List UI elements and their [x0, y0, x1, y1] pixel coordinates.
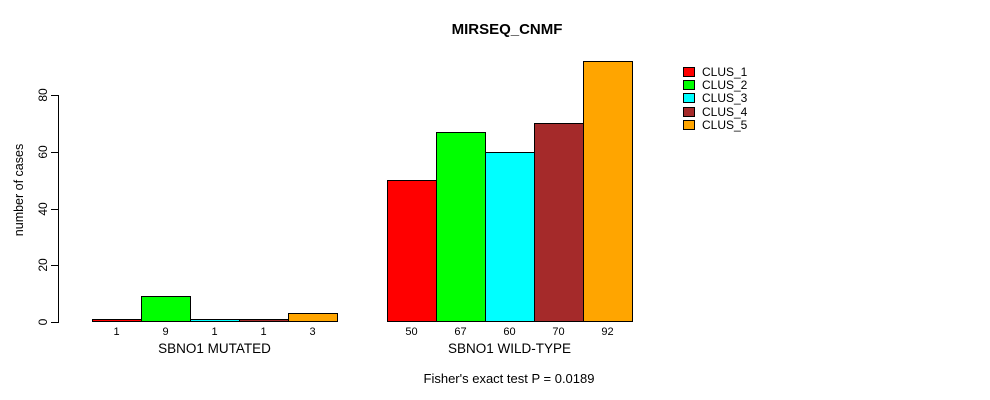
y-tick-label: 80: [36, 88, 50, 102]
y-axis-label: number of cases: [12, 143, 26, 237]
bar-value-label: 50: [405, 326, 418, 338]
group-label: SBNO1 MUTATED: [158, 341, 271, 356]
bar-clus_2-mutated: [141, 296, 191, 322]
bar-value-label: 9: [162, 326, 169, 338]
bar-value-label: 1: [260, 326, 267, 338]
legend-label: CLUS_4: [702, 104, 748, 119]
legend-label: CLUS_1: [702, 65, 748, 79]
legend-swatch-clus_2: [683, 80, 695, 91]
bar-value-label: 3: [309, 326, 316, 338]
fisher-test-annotation: Fisher's exact test P = 0.0189: [423, 371, 595, 386]
y-tick-mark: [51, 265, 58, 267]
y-tick-mark: [51, 95, 58, 96]
y-tick-mark: [51, 151, 58, 153]
bar-clus_4-mutated: [239, 319, 289, 322]
bar-clus_1-wildtype: [387, 180, 437, 322]
y-tick-mark: [51, 322, 58, 323]
bar-clus_3-mutated: [190, 319, 240, 322]
bar-clus_5-mutated: [288, 313, 338, 322]
legend-swatch-clus_4: [683, 106, 695, 117]
legend-swatch-clus_1: [683, 67, 695, 77]
group-label: SBNO1 WILD-TYPE: [447, 341, 572, 356]
bar-value-label: 1: [211, 326, 218, 338]
bar-clus_5-wildtype: [583, 60, 633, 322]
y-tick-label: 0: [36, 318, 50, 326]
bar-value-label: 1: [113, 326, 120, 338]
y-tick-label: 40: [36, 201, 50, 216]
bar-clus_3-wildtype: [485, 151, 535, 322]
bar-value-label: 67: [454, 326, 467, 338]
legend-swatch-clus_5: [683, 119, 695, 130]
bar-value-label: 92: [601, 326, 614, 338]
y-tick-label: 60: [36, 145, 50, 159]
bar-value-label: 60: [503, 326, 516, 338]
legend-label: CLUS_2: [702, 78, 748, 93]
bar-clus_2-wildtype: [436, 131, 486, 322]
legend-label: CLUS_5: [702, 117, 748, 132]
legend-label: CLUS_3: [702, 91, 748, 106]
y-axis-line: [58, 95, 59, 323]
legend-swatch-clus_3: [683, 93, 695, 104]
y-tick-label: 20: [36, 258, 50, 272]
y-tick-mark: [51, 208, 58, 210]
bar-clus_4-wildtype: [534, 123, 584, 322]
bar-value-label: 70: [552, 326, 565, 338]
chart-title: MIRSEQ_CNMF: [451, 21, 563, 38]
bar-clus_1-mutated: [92, 319, 142, 322]
